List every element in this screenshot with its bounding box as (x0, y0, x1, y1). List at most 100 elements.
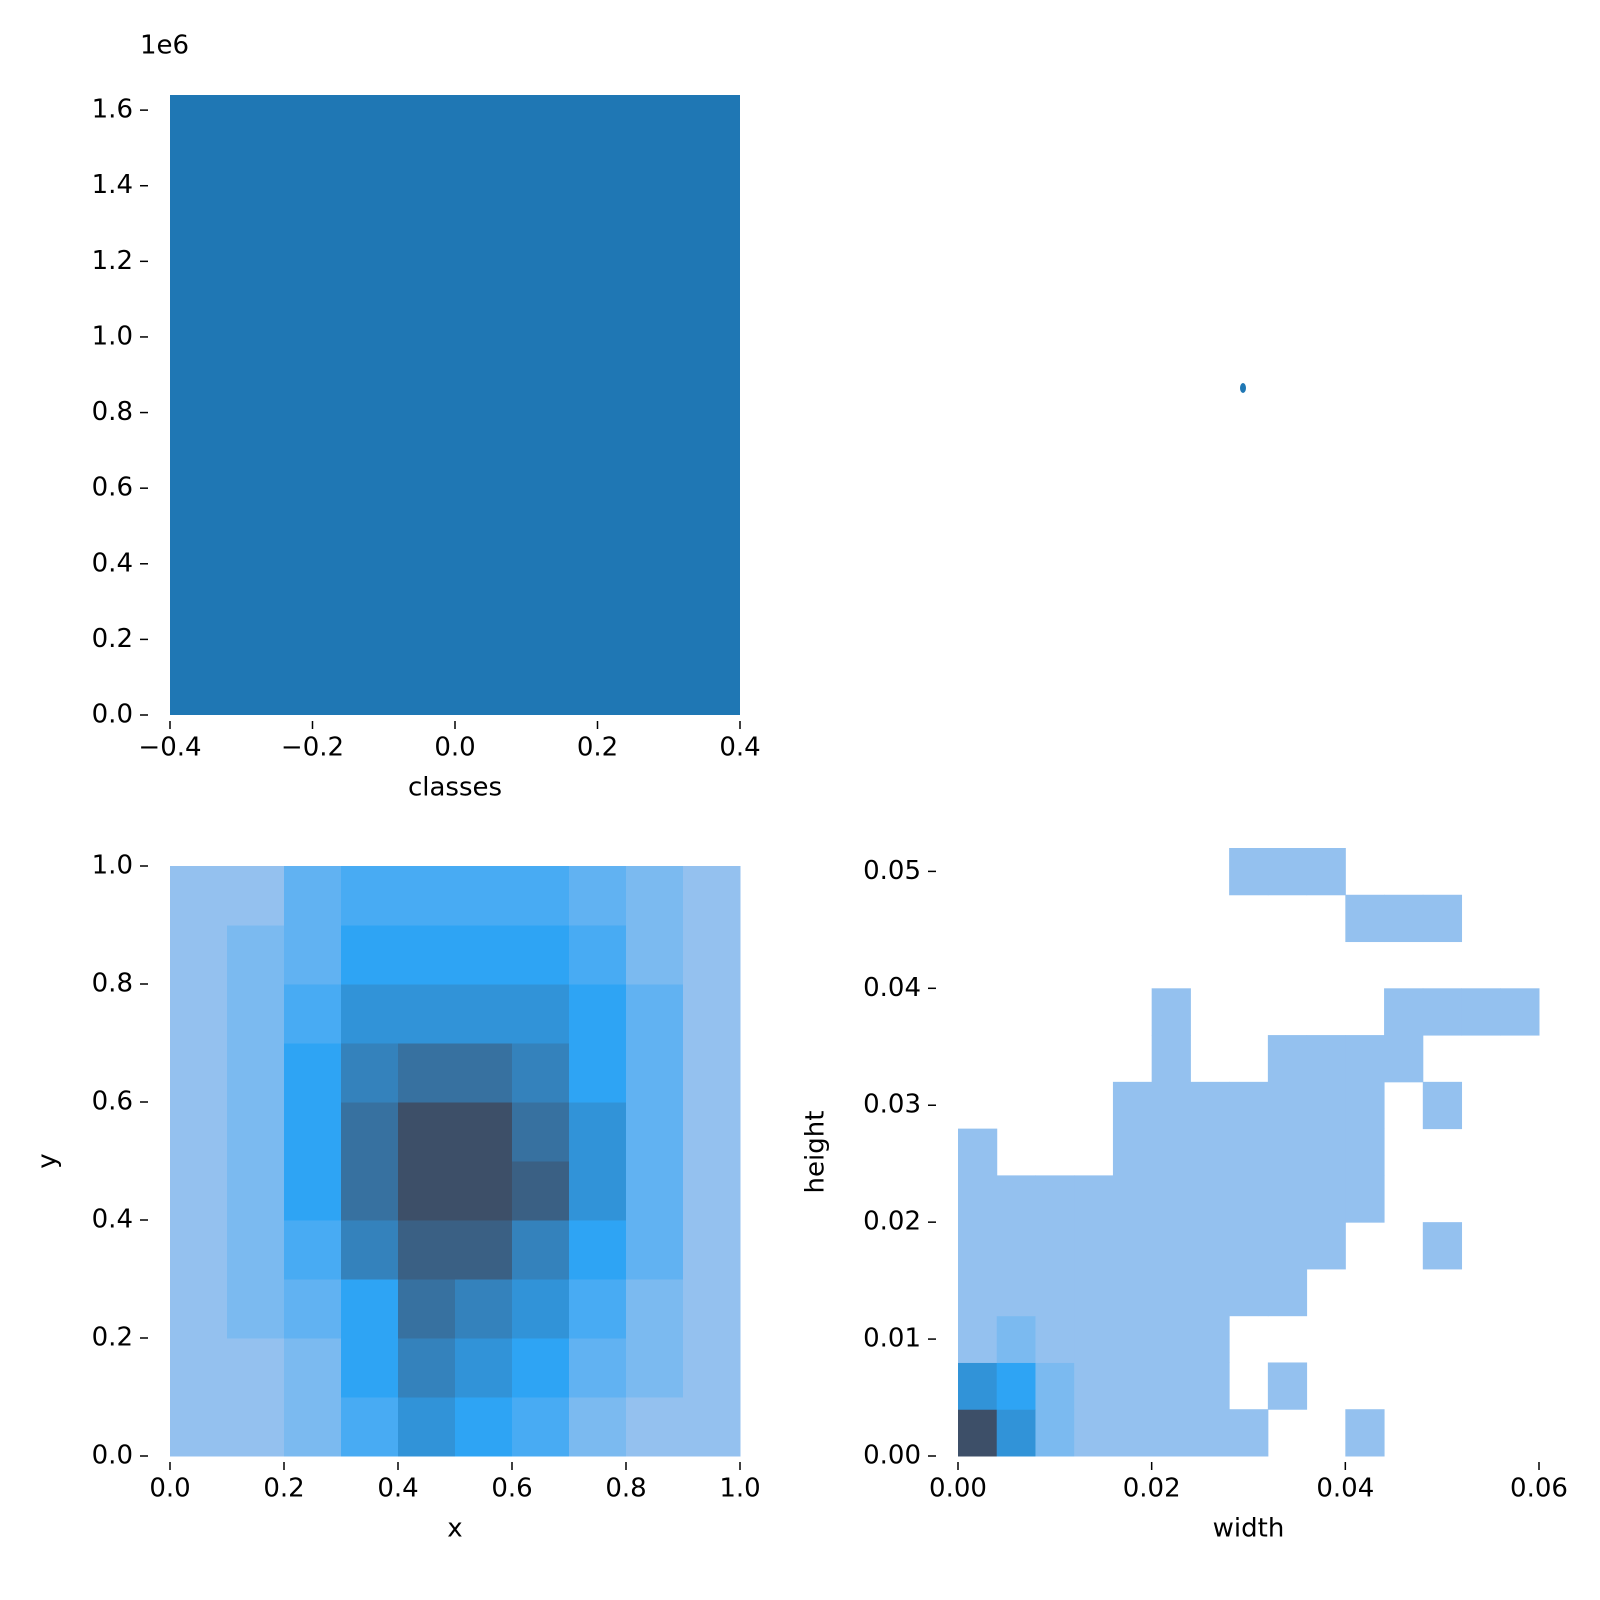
heat-cell (683, 1338, 741, 1398)
heat-cell (626, 1220, 684, 1280)
y-tick-label: 0.8 (92, 397, 133, 427)
x-tick-label: 1.0 (719, 1474, 760, 1504)
heat-cell (1384, 1035, 1424, 1083)
heat-cell (958, 1268, 998, 1317)
heat-cell (398, 1102, 456, 1162)
heat-cell (626, 1043, 684, 1103)
heat-cell (284, 1397, 342, 1457)
heat-cell (1306, 1081, 1346, 1130)
heat-cell (683, 1397, 741, 1457)
heat-cell (1074, 1409, 1114, 1457)
heat-cell (1422, 894, 1463, 943)
heat-cell (996, 1175, 1036, 1223)
heat-cell (958, 1222, 998, 1270)
heat-cell (1345, 1035, 1385, 1083)
heat-cell (227, 1161, 285, 1221)
heat-cell (512, 1397, 570, 1457)
heat-cell (512, 1043, 570, 1103)
y-tick-label: 1.6 (92, 95, 133, 125)
heat-cell (398, 925, 456, 985)
heat-cell (170, 1043, 228, 1103)
empty-panel-mark (1240, 383, 1246, 393)
y-tick-label: 0.0 (92, 1441, 133, 1471)
x-tick-label: 0.02 (1123, 1474, 1181, 1504)
y-tick-label: 0.00 (863, 1441, 921, 1471)
heat-cell (455, 925, 513, 985)
heat-cell (1112, 1222, 1153, 1270)
heat-cell (1422, 1081, 1463, 1130)
heat-cell (455, 1279, 513, 1339)
heat-cell (1267, 1081, 1308, 1130)
heat-cell (341, 1397, 399, 1457)
heat-cell (1190, 1128, 1230, 1176)
x-axis-label: width (1213, 1514, 1285, 1544)
heat-cell (569, 1102, 627, 1162)
x-tick-label: −0.4 (138, 733, 201, 763)
offset-label: 1e6 (140, 31, 189, 61)
heat-cell (626, 1279, 684, 1339)
heat-cell (1035, 1222, 1075, 1270)
heat-cell (170, 1397, 228, 1457)
heat-cell (626, 866, 684, 926)
heat-cell (569, 1043, 627, 1103)
heat-cell (1151, 1315, 1191, 1363)
heat-cell (1112, 1315, 1153, 1363)
heat-cell (1112, 1362, 1153, 1410)
heat-cell (1190, 1268, 1230, 1317)
heat-cell (1306, 848, 1346, 896)
heat-cell (227, 1043, 285, 1103)
heat-cell (341, 1043, 399, 1103)
heat-cell (569, 1338, 627, 1398)
heat-cell (398, 1043, 456, 1103)
heat-cell (1074, 1315, 1114, 1363)
heat-cell (996, 1362, 1036, 1410)
x-tick-label: −0.2 (281, 733, 344, 763)
heat-cell (1151, 1362, 1191, 1410)
heat-cell (1035, 1409, 1075, 1457)
heat-cell (1229, 1128, 1269, 1176)
heat-cell (1229, 1409, 1269, 1457)
heat-cell (569, 1397, 627, 1457)
heat-cell (284, 925, 342, 985)
heat-cell (341, 1102, 399, 1162)
heat-cell (1151, 1409, 1191, 1457)
x-tick-label: 0.0 (149, 1474, 190, 1504)
heat-cell (1151, 988, 1191, 1036)
heat-cell (341, 1220, 399, 1280)
heat-cell (512, 925, 570, 985)
heat-cell (512, 1220, 570, 1280)
heat-cell (1229, 1081, 1269, 1130)
heat-cell (455, 1161, 513, 1221)
heat-cell (1229, 1268, 1269, 1317)
heat-cell (284, 1043, 342, 1103)
y-tick-label: 1.4 (92, 170, 133, 200)
heat-cell (996, 1268, 1036, 1317)
heat-cell (1035, 1362, 1075, 1410)
y-tick-label: 1.0 (92, 851, 133, 881)
heat-cell (996, 1222, 1036, 1270)
heat-cell (1074, 1175, 1114, 1223)
heat-cell (341, 1279, 399, 1339)
heat-cell (958, 1409, 998, 1457)
heat-cell (683, 1161, 741, 1221)
y-tick-label: 0.2 (92, 624, 133, 654)
heat-cell (1151, 1081, 1191, 1130)
heat-cell (398, 1338, 456, 1398)
heat-cell (1112, 1175, 1153, 1223)
heat-cell (341, 984, 399, 1044)
heat-cell (512, 1161, 570, 1221)
x-tick-label: 0.00 (929, 1474, 987, 1504)
y-axis-label: y (33, 1153, 63, 1168)
heat-cell (1190, 1362, 1230, 1410)
heat-cell (1112, 1128, 1153, 1176)
heat-cell (1267, 1222, 1308, 1270)
heat-cell (569, 1220, 627, 1280)
heat-cell (170, 984, 228, 1044)
y-tick-label: 0.03 (863, 1090, 921, 1120)
heat-cell (996, 1409, 1036, 1457)
heat-cell (569, 925, 627, 985)
heat-cell (1422, 1222, 1463, 1270)
heat-cell (569, 866, 627, 926)
y-tick-label: 0.0 (92, 700, 133, 730)
